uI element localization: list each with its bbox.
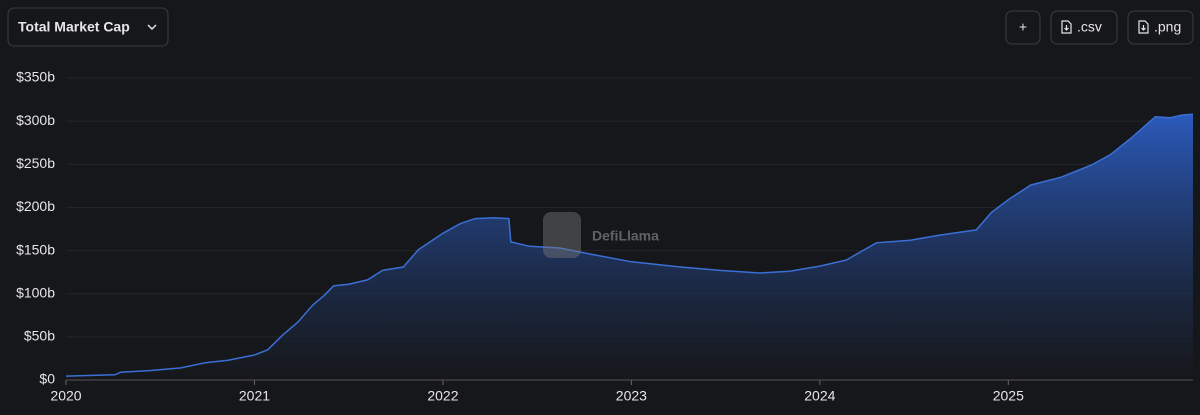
button-label[interactable]: + (1019, 19, 1027, 35)
y-tick-label: $300b (16, 112, 55, 128)
button-box[interactable] (1005, 10, 1041, 45)
csv-button[interactable]: .csv (1050, 10, 1118, 45)
dropdown-box[interactable] (7, 7, 169, 47)
x-tick-label: 2025 (993, 388, 1024, 404)
y-tick-label: $250b (16, 155, 55, 171)
x-tick-label: 2021 (239, 388, 270, 404)
x-tick-label: 2020 (50, 388, 81, 404)
download-icon (1138, 20, 1149, 34)
watermark: DefiLlama (543, 212, 659, 258)
x-tick-label: 2024 (804, 388, 835, 404)
x-tick-label: 2023 (616, 388, 647, 404)
chevron (147, 24, 157, 31)
button-box[interactable] (1050, 10, 1118, 45)
y-tick-label: $50b (24, 328, 55, 344)
png-button[interactable]: .png (1127, 10, 1194, 45)
line (65, 113, 1194, 377)
y-tick-label: $200b (16, 198, 55, 214)
download-icon (1061, 20, 1072, 34)
y-tick-label: $100b (16, 284, 55, 300)
watermark-logo (543, 212, 581, 258)
dropdown-label[interactable]: Total Market Cap (18, 19, 130, 35)
watermark-text: DefiLlama (592, 228, 659, 244)
y-tick-label: $150b (16, 241, 55, 257)
y-tick-label: $350b (16, 69, 55, 85)
button-label[interactable]: .csv (1077, 19, 1102, 35)
plot: $0 $50b $100b $150b $200b $250b $300b $350b 2020… (16, 69, 1194, 404)
button-label[interactable]: .png (1154, 19, 1181, 35)
add-button[interactable]: + (1005, 10, 1041, 45)
button-box[interactable] (1127, 10, 1194, 45)
y-tick-label: $0 (39, 371, 55, 387)
x-tick-label: 2022 (427, 388, 458, 404)
dropdown[interactable]: Total Market Cap (7, 7, 169, 47)
area-fill (66, 114, 1193, 380)
